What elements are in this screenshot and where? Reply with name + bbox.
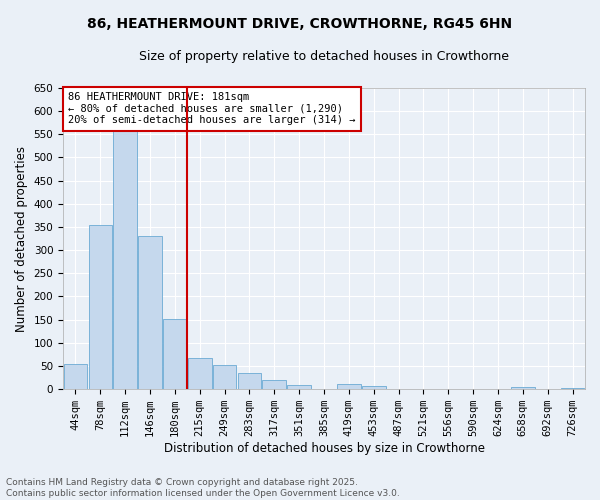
X-axis label: Distribution of detached houses by size in Crowthorne: Distribution of detached houses by size …	[164, 442, 485, 455]
Bar	[64, 364, 87, 389]
Bar	[262, 380, 286, 389]
Bar	[113, 98, 137, 389]
Text: 86 HEATHERMOUNT DRIVE: 181sqm
← 80% of detached houses are smaller (1,290)
20% o: 86 HEATHERMOUNT DRIVE: 181sqm ← 80% of d…	[68, 92, 356, 126]
Bar	[213, 365, 236, 389]
Text: Contains HM Land Registry data © Crown copyright and database right 2025.
Contai: Contains HM Land Registry data © Crown c…	[6, 478, 400, 498]
Bar	[238, 373, 261, 389]
Bar	[163, 318, 187, 389]
Text: 86, HEATHERMOUNT DRIVE, CROWTHORNE, RG45 6HN: 86, HEATHERMOUNT DRIVE, CROWTHORNE, RG45…	[88, 18, 512, 32]
Title: Size of property relative to detached houses in Crowthorne: Size of property relative to detached ho…	[139, 50, 509, 63]
Y-axis label: Number of detached properties: Number of detached properties	[15, 146, 28, 332]
Bar	[188, 358, 212, 389]
Bar	[561, 388, 584, 389]
Bar	[362, 386, 386, 389]
Bar	[511, 388, 535, 389]
Bar	[138, 236, 162, 389]
Bar	[287, 384, 311, 389]
Bar	[337, 384, 361, 389]
Bar	[89, 224, 112, 389]
